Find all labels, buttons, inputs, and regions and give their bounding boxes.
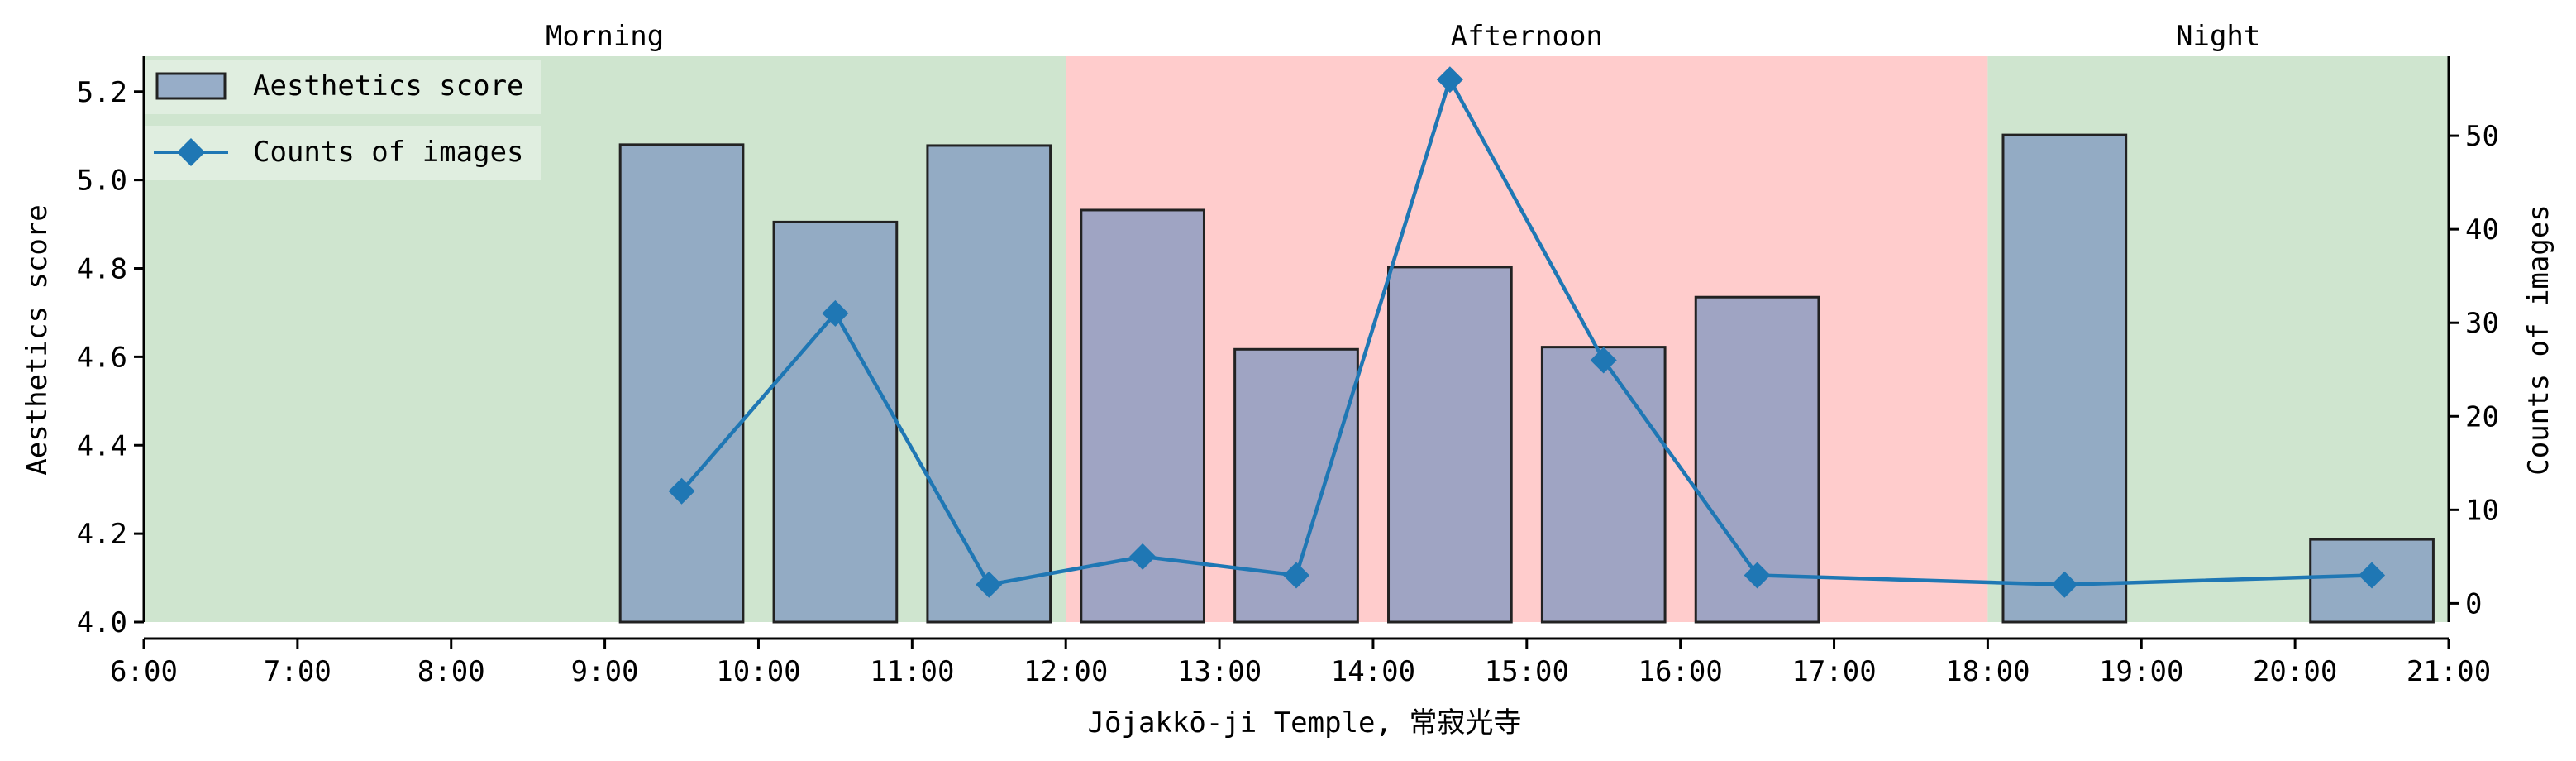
- x-tick-label: 21:00: [2407, 655, 2491, 688]
- bar: [772, 220, 899, 624]
- y-axis-right-title: Counts of images: [2522, 204, 2555, 476]
- x-tick-label: 10:00: [716, 655, 800, 688]
- y-left-tick-label: 4.0: [77, 606, 127, 639]
- counts-point: [976, 571, 1003, 598]
- y-left-tick-label: 5.2: [77, 76, 127, 109]
- y-left-tick-label: 5.0: [77, 165, 127, 198]
- counts-point: [1283, 562, 1309, 589]
- legend-line-label: Counts of images: [253, 136, 524, 169]
- y-left-tick-label: 4.2: [77, 518, 127, 551]
- y-right-tick-label: 40: [2465, 213, 2499, 246]
- aesthetics-bars: [618, 133, 2435, 624]
- x-axis-ticks: 6:00 7:00 8:00 9:00 10:00 11:00 12:00 13:00 14:0…: [110, 639, 2491, 688]
- x-tick-label: 9:00: [571, 655, 639, 688]
- period-label-afternoon: Afternoon: [1451, 20, 1603, 53]
- x-tick-label: 13:00: [1177, 655, 1262, 688]
- y-left-tick-label: 4.4: [77, 429, 127, 462]
- y-axis-left-ticks: 4.0 4.2 4.4 4.6 4.8 5.0 5.2: [77, 76, 144, 639]
- period-bands: [144, 56, 2449, 622]
- x-tick-label: 8:00: [417, 655, 485, 688]
- x-tick-label: 6:00: [110, 655, 178, 688]
- period-label-night: Night: [2176, 20, 2260, 53]
- legend-bar-swatch: [155, 72, 227, 100]
- y-axis-right-ticks: 0 10 20 30 40 50: [2449, 120, 2499, 620]
- counts-line: [680, 74, 2373, 587]
- legend-diamond-marker: [177, 138, 205, 166]
- y-right-tick-label: 0: [2465, 587, 2482, 620]
- counts-point: [1436, 66, 1463, 93]
- x-tick-label: 7:00: [264, 655, 332, 688]
- y-left-tick-label: 4.8: [77, 253, 127, 286]
- x-tick-label: 17:00: [1791, 655, 1876, 688]
- bar: [2001, 133, 2128, 624]
- x-tick-label: 11:00: [870, 655, 954, 688]
- y-right-tick-label: 20: [2465, 400, 2499, 433]
- y-left-tick-label: 4.6: [77, 341, 127, 374]
- x-tick-label: 18:00: [1945, 655, 2030, 688]
- x-tick-label: 12:00: [1023, 655, 1108, 688]
- y-right-tick-label: 50: [2465, 120, 2499, 153]
- x-tick-label: 20:00: [2253, 655, 2337, 688]
- x-tick-label: 15:00: [1485, 655, 1569, 688]
- x-axis-title: Jōjakkō-ji Temple, 常寂光寺: [1088, 706, 1522, 739]
- counts-point: [2359, 562, 2386, 589]
- counts-point: [668, 477, 695, 505]
- period-band-morning: [144, 56, 1066, 622]
- period-band-afternoon: [1066, 56, 1988, 622]
- counts-point: [1590, 347, 1617, 374]
- y-right-tick-label: 30: [2465, 307, 2499, 340]
- bar: [926, 144, 1052, 624]
- counts-line-series: [668, 66, 2386, 598]
- bar: [618, 143, 745, 624]
- legend: Aesthetics score Counts of images: [145, 60, 541, 180]
- counts-point: [1129, 543, 1157, 570]
- period-label-morning: Morning: [546, 20, 664, 53]
- bar: [1387, 266, 1513, 624]
- x-tick-label: 16:00: [1638, 655, 1722, 688]
- axes: [142, 56, 2450, 640]
- counts-point: [1744, 562, 1771, 589]
- y-axis-left-title: Aesthetics score: [21, 204, 54, 476]
- counts-point: [822, 299, 849, 327]
- period-labels: Morning Afternoon Night: [546, 20, 2260, 53]
- legend-bar-label: Aesthetics score: [253, 69, 524, 103]
- counts-point: [2051, 571, 2078, 598]
- x-tick-label: 14:00: [1331, 655, 1415, 688]
- bar: [1540, 346, 1667, 624]
- y-right-tick-label: 10: [2465, 494, 2499, 527]
- x-tick-label: 19:00: [2099, 655, 2183, 688]
